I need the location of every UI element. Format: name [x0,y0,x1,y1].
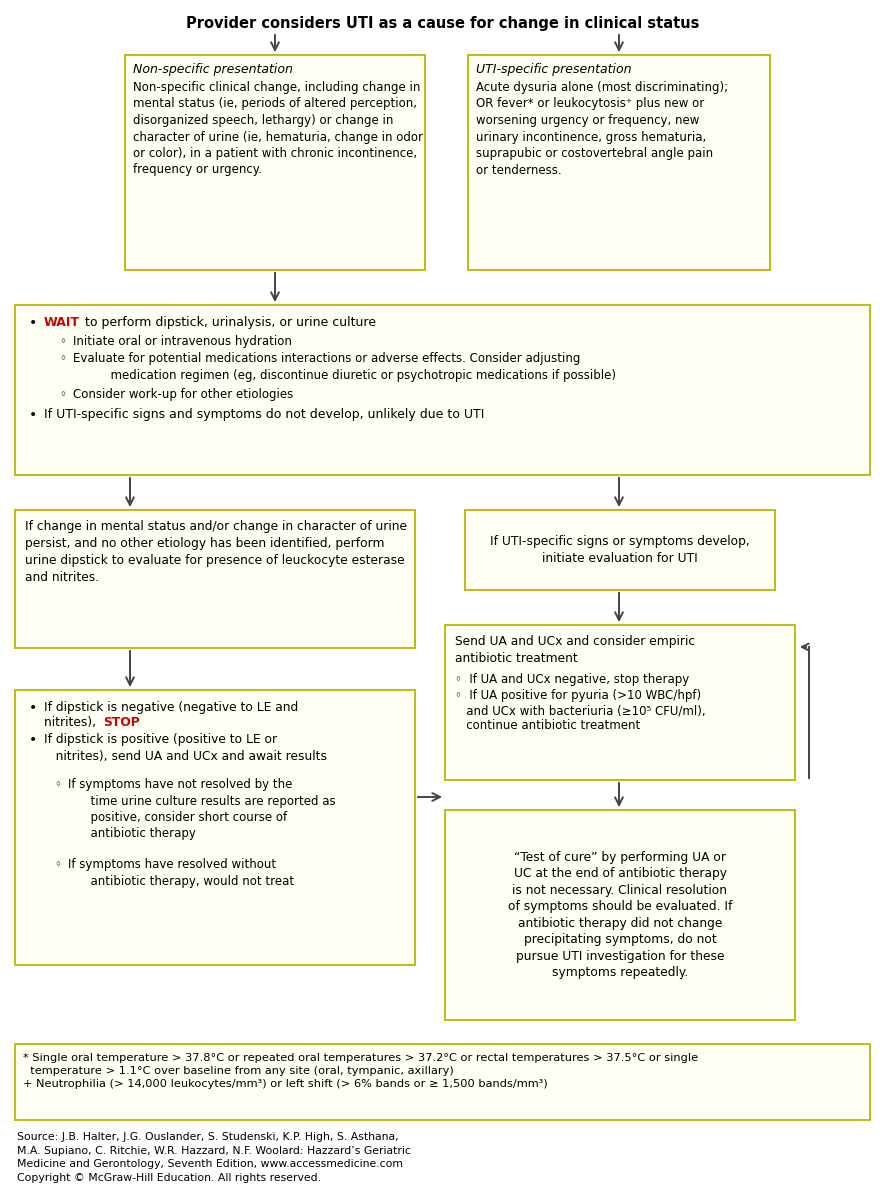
Text: Evaluate for potential medications interactions or adverse effects. Consider adj: Evaluate for potential medications inter… [73,352,616,382]
FancyBboxPatch shape [15,306,870,474]
Text: ◦: ◦ [54,778,61,791]
Text: If UTI-specific signs or symptoms develop,
initiate evaluation for UTI: If UTI-specific signs or symptoms develo… [490,535,750,565]
Text: •: • [29,408,37,422]
Text: ◦: ◦ [59,352,65,365]
Text: Non-specific clinical change, including change in
mental status (ie, periods of : Non-specific clinical change, including … [133,81,423,176]
Text: •: • [29,316,37,331]
Text: If symptoms have not resolved by the
      time urine culture results are report: If symptoms have not resolved by the tim… [68,778,335,841]
Text: * Single oral temperature > 37.8°C or repeated oral temperatures > 37.2°C or rec: * Single oral temperature > 37.8°C or re… [23,1053,698,1089]
Text: If dipstick is positive (positive to LE or
   nitrites), send UA and UCx and awa: If dipstick is positive (positive to LE … [44,732,327,763]
FancyBboxPatch shape [15,690,415,965]
FancyBboxPatch shape [465,510,775,590]
Text: UTI-specific presentation: UTI-specific presentation [476,63,632,76]
Text: Source: J.B. Halter, J.G. Ouslander, S. Studenski, K.P. High, S. Asthana,
M.A. S: Source: J.B. Halter, J.G. Ouslander, S. … [17,1132,411,1183]
Text: ◦: ◦ [54,858,61,872]
FancyBboxPatch shape [15,510,415,648]
Text: Send UA and UCx and consider empiric
antibiotic treatment: Send UA and UCx and consider empiric ant… [455,635,695,665]
Text: •: • [29,732,37,747]
FancyBboxPatch shape [125,55,425,270]
Text: WAIT: WAIT [44,316,80,329]
Text: ◦: ◦ [59,335,65,348]
Text: •: • [29,702,37,715]
Text: and UCx with bacteriuria (≥10⁵ CFU/ml),: and UCx with bacteriuria (≥10⁵ CFU/ml), [455,704,705,717]
Text: Non-specific presentation: Non-specific presentation [133,63,293,76]
Text: Consider work-up for other etiologies: Consider work-up for other etiologies [73,388,293,401]
FancyBboxPatch shape [468,55,770,270]
Text: ◦: ◦ [59,388,65,401]
FancyBboxPatch shape [445,810,795,1020]
Text: continue antibiotic treatment: continue antibiotic treatment [455,719,640,732]
Text: ◦  If UA and UCx negative, stop therapy: ◦ If UA and UCx negative, stop therapy [455,673,689,686]
FancyBboxPatch shape [15,1044,870,1120]
Text: If symptoms have resolved without
      antibiotic therapy, would not treat: If symptoms have resolved without antibi… [68,858,294,887]
Text: STOP: STOP [103,716,140,729]
Text: ◦  If UA positive for pyuria (>10 WBC/hpf): ◦ If UA positive for pyuria (>10 WBC/hpf… [455,688,701,702]
Text: If change in mental status and/or change in character of urine
persist, and no o: If change in mental status and/or change… [25,520,407,584]
Text: nitrites),: nitrites), [44,716,100,729]
Text: Initiate oral or intravenous hydration: Initiate oral or intravenous hydration [73,335,292,348]
Text: Acute dysuria alone (most discriminating);
OR fever* or leukocytosis⁺ plus new o: Acute dysuria alone (most discriminating… [476,81,728,176]
Text: to perform dipstick, urinalysis, or urine culture: to perform dipstick, urinalysis, or urin… [81,316,376,329]
FancyBboxPatch shape [445,625,795,780]
Text: If dipstick is negative (negative to LE and: If dipstick is negative (negative to LE … [44,702,298,715]
Text: “Test of cure” by performing UA or
UC at the end of antibiotic therapy
is not ne: “Test of cure” by performing UA or UC at… [508,851,732,980]
Text: Provider considers UTI as a cause for change in clinical status: Provider considers UTI as a cause for ch… [186,15,699,31]
Text: If UTI-specific signs and symptoms do not develop, unlikely due to UTI: If UTI-specific signs and symptoms do no… [44,408,484,421]
